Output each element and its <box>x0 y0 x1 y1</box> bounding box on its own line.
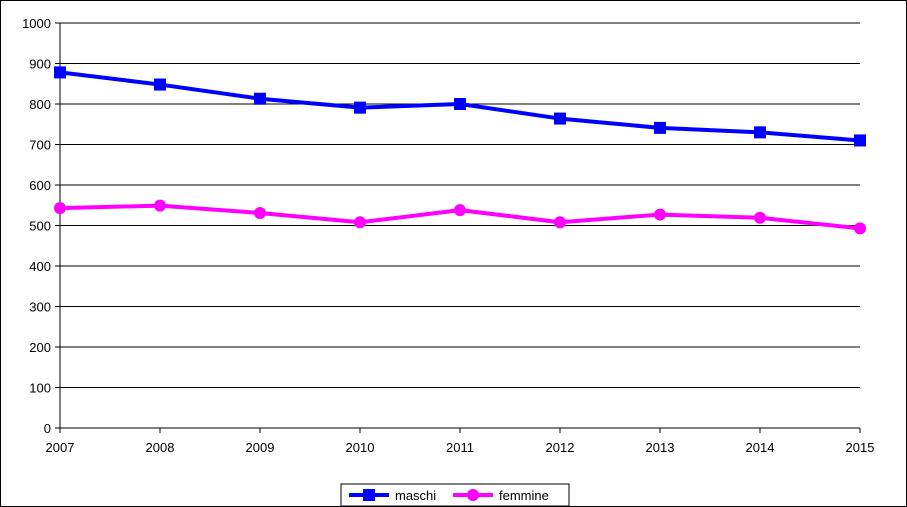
x-tick-label: 2013 <box>646 440 675 455</box>
y-tick-label: 100 <box>29 381 51 396</box>
y-tick-label: 600 <box>29 178 51 193</box>
legend-label-maschi: maschi <box>395 488 436 503</box>
x-tick-label: 2011 <box>446 440 474 455</box>
data-point-maschi <box>854 134 866 147</box>
series-lines <box>54 66 866 235</box>
axes <box>55 22 861 433</box>
data-point-maschi <box>454 98 466 110</box>
data-point-femmine <box>254 206 266 219</box>
y-tick-label: 800 <box>29 97 51 112</box>
y-tick-label: 400 <box>29 259 51 274</box>
data-point-femmine <box>354 216 366 229</box>
y-tick-label: 0 <box>44 421 51 436</box>
legend: maschi femmine <box>340 483 570 506</box>
data-point-femmine <box>454 204 466 217</box>
gridlines <box>60 22 860 388</box>
data-point-maschi <box>554 112 566 125</box>
x-tick-label: 2010 <box>346 440 375 455</box>
data-point-femmine <box>54 202 66 215</box>
x-tick-label: 2012 <box>546 440 575 455</box>
data-point-femmine <box>854 222 866 235</box>
legend-label-femmine: femmine <box>499 488 549 503</box>
y-tick-label: 1000 <box>22 16 51 31</box>
data-point-maschi <box>354 101 366 114</box>
y-tick-label: 900 <box>29 57 51 72</box>
data-point-maschi <box>154 78 166 91</box>
data-point-femmine <box>754 211 766 224</box>
data-point-maschi <box>654 121 666 134</box>
data-point-maschi <box>254 92 266 105</box>
x-tick-label: 2014 <box>746 440 775 455</box>
x-tick-label: 2015 <box>846 440 875 455</box>
y-tick-label: 500 <box>29 219 51 234</box>
legend-marker-femmine <box>467 489 479 501</box>
x-tick-label: 2007 <box>46 440 75 455</box>
y-tick-label: 700 <box>29 138 51 153</box>
x-tick-label: 2009 <box>246 440 275 455</box>
data-point-maschi <box>54 66 66 79</box>
data-point-maschi <box>754 126 766 139</box>
data-point-femmine <box>654 208 666 221</box>
legend-marker-maschi <box>363 489 375 501</box>
y-tick-label: 300 <box>29 300 51 315</box>
y-tick-labels: 0 100 200 300 400 500 600 700 800 900 1000 <box>22 16 51 436</box>
y-tick-label: 200 <box>29 340 51 355</box>
data-point-femmine <box>154 199 166 212</box>
data-point-femmine <box>554 216 566 229</box>
x-tick-labels: 2007 2008 2009 2010 2011 2012 2013 2014 2015 <box>46 440 875 455</box>
x-tick-label: 2008 <box>146 440 175 455</box>
